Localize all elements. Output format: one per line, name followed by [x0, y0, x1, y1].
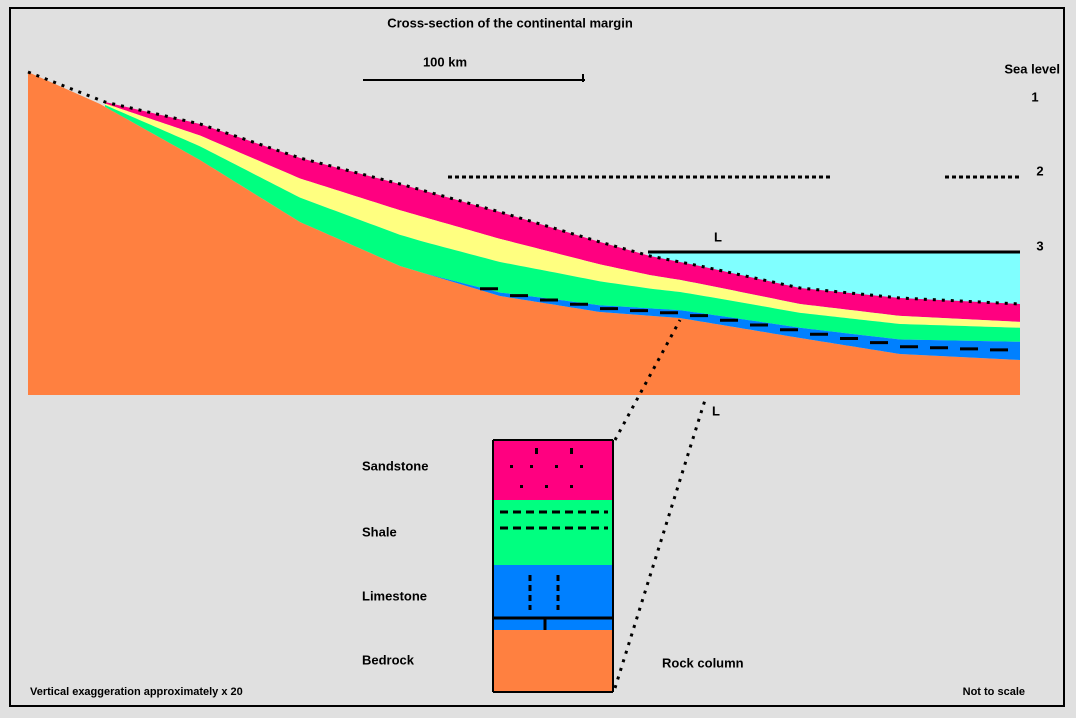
sandstone-pattern [510, 448, 583, 488]
frame [9, 7, 1065, 707]
surface-line [27, 70, 1021, 306]
marker: 1 [1031, 89, 1038, 104]
title: Cross-section of the continental margin [387, 15, 633, 30]
cross-section [27, 70, 1021, 395]
legend-label: Bedrock [362, 652, 415, 667]
sandstone-layer [105, 102, 1020, 322]
bedrock [28, 72, 1020, 395]
legend-label: Sandstone [362, 458, 428, 473]
sea-level-label: Sea level [1004, 61, 1060, 76]
rock-column [492, 439, 614, 693]
column-label: Rock column [662, 655, 744, 670]
marker: 2 [1036, 163, 1043, 178]
column-bedrock [493, 630, 613, 692]
marker: 3 [1036, 238, 1043, 253]
footer-right: Not to scale [963, 686, 1025, 698]
scale-label: 100 km [423, 54, 467, 69]
point-label: L [714, 229, 722, 244]
shale-layer [105, 104, 1020, 342]
footer-left: Vertical exaggeration approximately x 20 [30, 686, 243, 698]
point-label: L [712, 403, 720, 418]
column-shale [493, 500, 613, 565]
legend-label: Shale [362, 524, 397, 539]
column-sandstone [493, 440, 613, 500]
column-limestone [493, 565, 613, 630]
legend-label: Limestone [362, 588, 427, 603]
